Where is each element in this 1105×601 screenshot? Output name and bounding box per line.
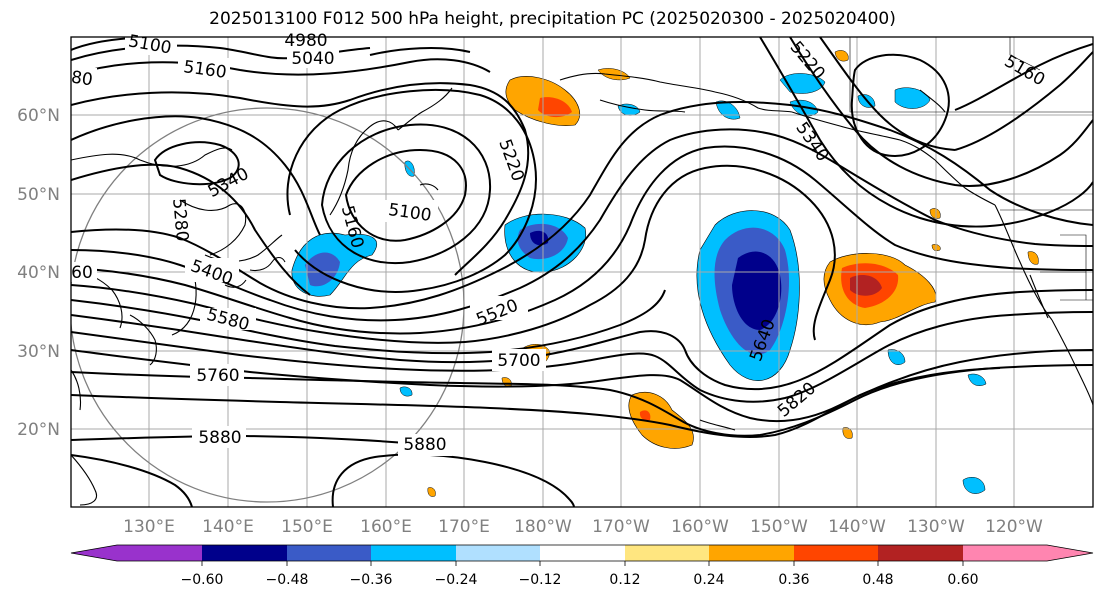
contour-label: 5280 (168, 198, 192, 243)
colorbar-tick-label: −0.60 (181, 572, 224, 588)
contour-label: 5220 (494, 137, 528, 184)
reference-circle (71, 107, 465, 503)
colorbar-segment (540, 545, 625, 561)
lon-label: 170°E (438, 517, 490, 537)
precip-shading (291, 50, 1039, 497)
contour-label: 5160 (1001, 51, 1048, 90)
colorbar-segment (878, 545, 963, 561)
colorbar-segment (202, 545, 287, 561)
contour-label: 5040 (291, 49, 334, 69)
lon-label: 120°W (985, 517, 1043, 537)
colorbar-tick-label: −0.48 (266, 572, 309, 588)
graticule (71, 37, 1093, 507)
lon-label: 150°E (281, 517, 333, 537)
colorbar-extend-low (71, 545, 117, 561)
colorbar-segment (625, 545, 709, 561)
lon-label: 130°W (907, 517, 965, 537)
lon-label: 170°W (592, 517, 650, 537)
lat-label: 40°N (17, 263, 60, 283)
map-frame (70, 36, 1094, 508)
colorbar-outline (70, 544, 1094, 562)
contour-label: 5700 (497, 351, 540, 371)
lon-label: 180°W (514, 517, 572, 537)
longitude-labels: 130°E 140°E 150°E 160°E 170°E 180°W 170°… (123, 517, 1043, 537)
colorbar-segment (456, 545, 540, 561)
colorbar-extend-high (1047, 545, 1093, 561)
contour-label: 5880 (403, 435, 446, 455)
colorbar-tick-label: −0.12 (519, 572, 562, 588)
colorbar-segment (287, 545, 371, 561)
colorbar-segment (371, 545, 456, 561)
lon-label: 130°E (123, 517, 175, 537)
colorbar-segment (709, 545, 794, 561)
contour-label: 60 (71, 263, 93, 283)
lat-label: 50°N (17, 185, 60, 205)
colorbar-segment (117, 545, 202, 561)
lat-label: 20°N (17, 420, 60, 440)
colorbar-segment (963, 545, 1047, 561)
lat-label: 60°N (17, 106, 60, 126)
colorbar-tick-label: −0.24 (435, 572, 478, 588)
lat-label: 30°N (17, 342, 60, 362)
colorbar-tick-label: −0.36 (350, 572, 393, 588)
lon-label: 150°W (750, 517, 808, 537)
lon-label: 140°E (202, 517, 254, 537)
colorbar-segment (794, 545, 878, 561)
contour-label: 80 (70, 68, 94, 91)
colorbar-tick-label: 0.60 (947, 572, 978, 588)
colorbar-tick-label: 0.24 (693, 572, 724, 588)
colorbar-tick-label: 0.48 (862, 572, 893, 588)
contour-label: 5880 (198, 428, 241, 448)
contour-label: 5760 (196, 366, 239, 386)
lon-label: 160°E (360, 517, 412, 537)
latitude-labels: 60°N 50°N 40°N 30°N 20°N (17, 106, 60, 440)
lon-label: 160°W (671, 517, 729, 537)
colorbar: −0.60 −0.48 −0.36 −0.24 −0.12 0.12 0.24 … (70, 544, 1094, 588)
borders (849, 37, 1093, 301)
colorbar-tick-label: 0.36 (778, 572, 809, 588)
contour-label: 4980 (284, 31, 327, 51)
colorbar-tick-label: 0.12 (609, 572, 640, 588)
lon-label: 140°W (828, 517, 886, 537)
map-title: 2025013100 F012 500 hPa height, precipit… (209, 9, 896, 29)
